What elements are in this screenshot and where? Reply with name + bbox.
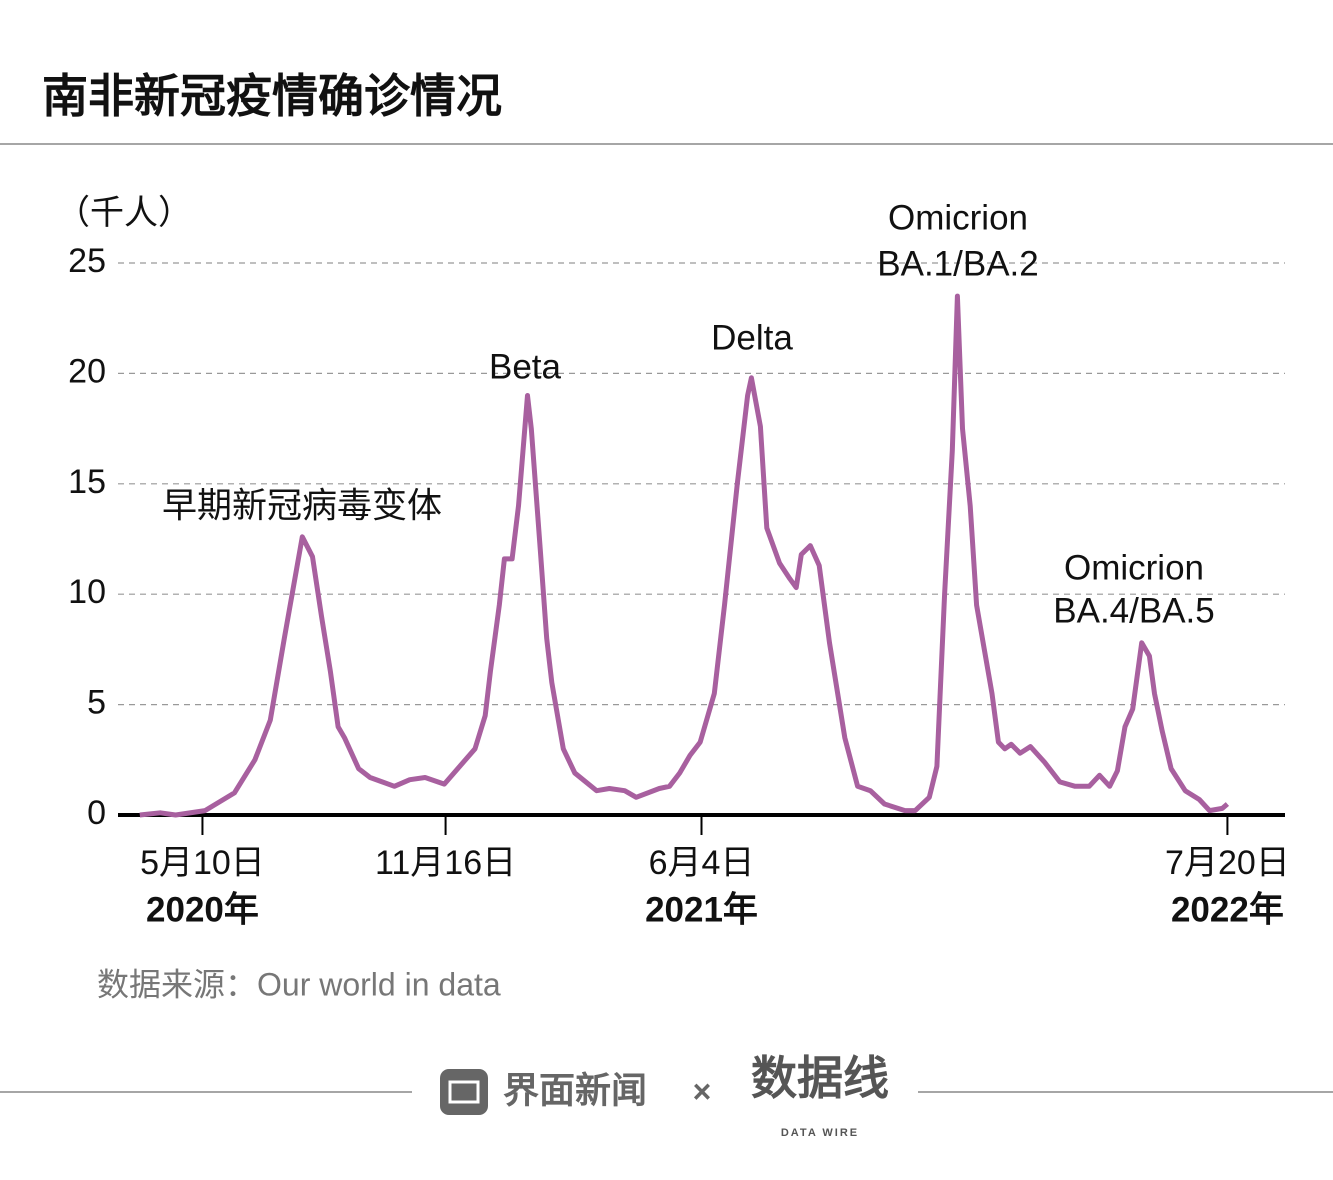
annotation: Omicrion — [888, 198, 1028, 237]
chart-title: 南非新冠疫情确诊情况 — [42, 70, 502, 122]
y-tick-label: 5 — [87, 684, 106, 722]
x-tick-year: 2020年 — [146, 890, 259, 929]
y-tick-label: 25 — [68, 242, 106, 280]
footer-partner: 数据线 — [751, 1052, 889, 1104]
y-tick-label: 0 — [87, 794, 106, 832]
y-tick-label: 10 — [68, 573, 106, 611]
y-axis-label: （千人） — [56, 194, 192, 232]
footer-brand: 界面新闻 — [503, 1070, 647, 1111]
y-tick-label: 20 — [68, 352, 106, 390]
annotation: Delta — [711, 318, 793, 357]
data-line — [139, 293, 1230, 818]
y-tick-label: 15 — [68, 463, 106, 501]
x-tick-label: 11月16日 — [375, 844, 516, 882]
footer-separator: × — [693, 1073, 712, 1109]
annotation: 早期新冠病毒变体 — [162, 486, 442, 525]
x-tick-label: 6月4日 — [649, 844, 755, 882]
annotation: Beta — [489, 347, 562, 386]
footer-partner-sub: DATA WIRE — [781, 1127, 859, 1139]
annotation: BA.1/BA.2 — [877, 244, 1038, 283]
annotation: Omicrion — [1064, 548, 1204, 587]
x-tick-year: 2021年 — [645, 890, 758, 929]
x-tick-label: 7月20日 — [1165, 844, 1290, 882]
brand-logo — [440, 1069, 488, 1115]
source: 数据来源：Our world in data — [97, 966, 501, 1002]
annotation: BA.4/BA.5 — [1053, 591, 1214, 630]
x-tick-label: 5月10日 — [140, 844, 265, 882]
brand-logo-mark — [448, 1080, 480, 1104]
x-tick-year: 2022年 — [1171, 890, 1284, 929]
